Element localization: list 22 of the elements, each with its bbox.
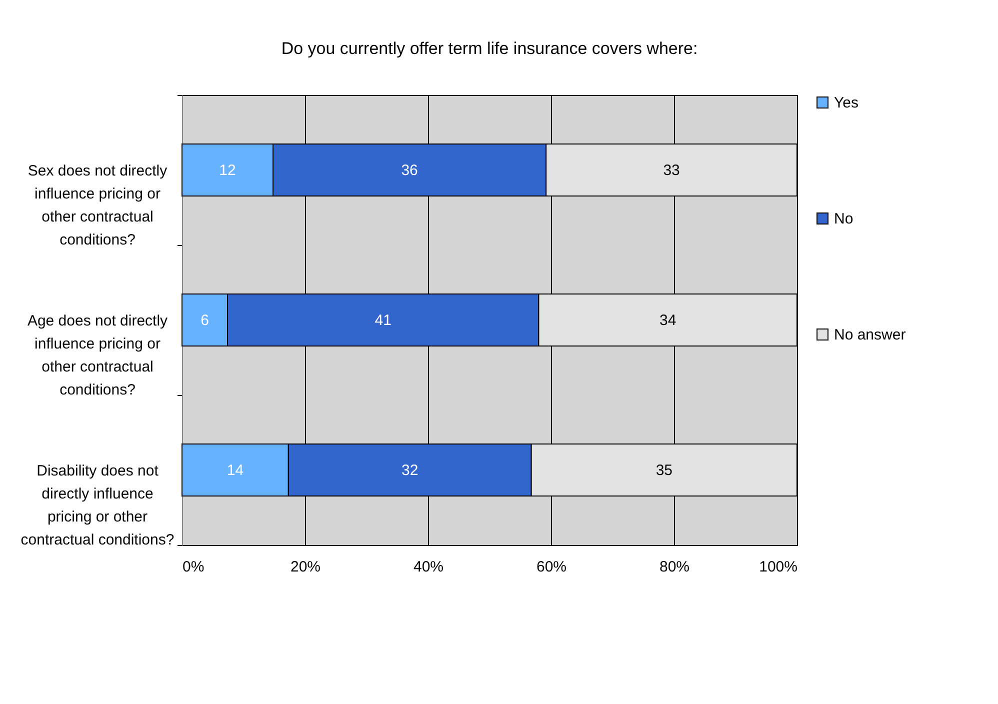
annotation: 12 (219, 162, 236, 179)
x-tick-label: 0% (182, 558, 204, 576)
annotation: 34 (660, 312, 676, 329)
annotation: 36 (401, 162, 418, 179)
annotation: 33 (663, 162, 680, 179)
x-tick-label: 100% (759, 558, 798, 576)
y-tick-label: Disability does not directly influence pricing or other contractual conditions? (20, 462, 174, 548)
x-tick-label: 60% (536, 558, 567, 576)
annotation: 32 (402, 462, 418, 479)
annotation: 14 (226, 462, 244, 479)
y-tick-label: Age does not directly influence pricing or other contractual conditions? (27, 312, 168, 398)
annotation: 6 (200, 312, 209, 329)
annotation: 35 (656, 462, 673, 479)
legend-label: Yes (834, 94, 858, 112)
x-tick-label: 40% (413, 558, 444, 576)
x-tick-label: 80% (659, 558, 690, 576)
y-tick-label: Sex does not directly influence pricing or other contractual conditions? (28, 162, 168, 248)
x-tick-label: 20% (290, 558, 321, 576)
annotation: 41 (374, 312, 392, 329)
legend-label: No answer (834, 326, 906, 344)
legend-label: No (834, 210, 854, 228)
chart-title: Do you currently offer term life insurance covers where: (281, 39, 698, 58)
